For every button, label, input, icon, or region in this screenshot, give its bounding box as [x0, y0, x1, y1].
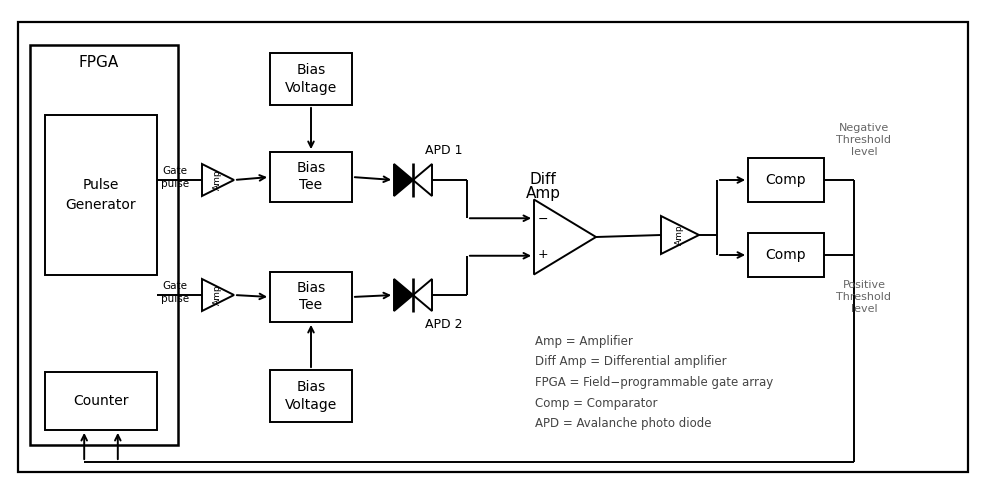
Text: Bias: Bias: [296, 281, 326, 295]
Bar: [45, 115, 157, 275]
Polygon shape: [394, 279, 413, 311]
Text: FPGA: FPGA: [79, 55, 119, 71]
Text: Generator: Generator: [66, 198, 136, 212]
Text: Amp: Amp: [213, 285, 222, 305]
Text: Counter: Counter: [73, 394, 129, 408]
Text: Amp: Amp: [675, 225, 684, 245]
Bar: [270, 53, 352, 105]
Text: APD 1: APD 1: [425, 144, 463, 156]
Text: Comp: Comp: [765, 248, 807, 262]
Text: Comp: Comp: [765, 173, 807, 187]
Text: Threshold: Threshold: [836, 292, 891, 302]
Polygon shape: [413, 279, 432, 311]
Bar: [270, 370, 352, 422]
Polygon shape: [202, 279, 234, 311]
Text: Threshold: Threshold: [836, 135, 891, 145]
Text: APD 2: APD 2: [425, 318, 463, 332]
Polygon shape: [413, 164, 432, 196]
Text: Amp: Amp: [213, 170, 222, 190]
Text: Diff: Diff: [530, 172, 557, 187]
Text: Voltage: Voltage: [285, 81, 337, 95]
Bar: [270, 272, 352, 322]
Text: Gate: Gate: [163, 281, 187, 291]
Text: Bias: Bias: [296, 63, 326, 77]
Text: Negative: Negative: [839, 123, 889, 133]
Text: +: +: [538, 248, 549, 261]
Text: pulse: pulse: [161, 179, 189, 189]
Text: Voltage: Voltage: [285, 398, 337, 412]
Text: Tee: Tee: [299, 298, 322, 312]
Bar: [748, 233, 824, 277]
Text: Tee: Tee: [299, 178, 322, 192]
Text: Pulse: Pulse: [83, 178, 119, 192]
Polygon shape: [661, 216, 699, 254]
Text: Positive: Positive: [842, 280, 886, 290]
Text: Gate: Gate: [163, 166, 187, 176]
Polygon shape: [534, 199, 596, 274]
Polygon shape: [394, 164, 413, 196]
Text: Amp = Amplifier
Diff Amp = Differential amplifier
FPGA = Field−programmable gate: Amp = Amplifier Diff Amp = Differential …: [535, 335, 773, 430]
Text: level: level: [851, 147, 878, 157]
Text: −: −: [538, 213, 549, 226]
Bar: [30, 45, 178, 445]
Text: Bias: Bias: [296, 380, 326, 394]
Text: level: level: [851, 304, 878, 314]
Bar: [748, 158, 824, 202]
Bar: [270, 152, 352, 202]
Text: Amp: Amp: [526, 186, 560, 201]
Polygon shape: [202, 164, 234, 196]
Text: pulse: pulse: [161, 294, 189, 304]
Bar: [45, 372, 157, 430]
Text: Bias: Bias: [296, 161, 326, 175]
